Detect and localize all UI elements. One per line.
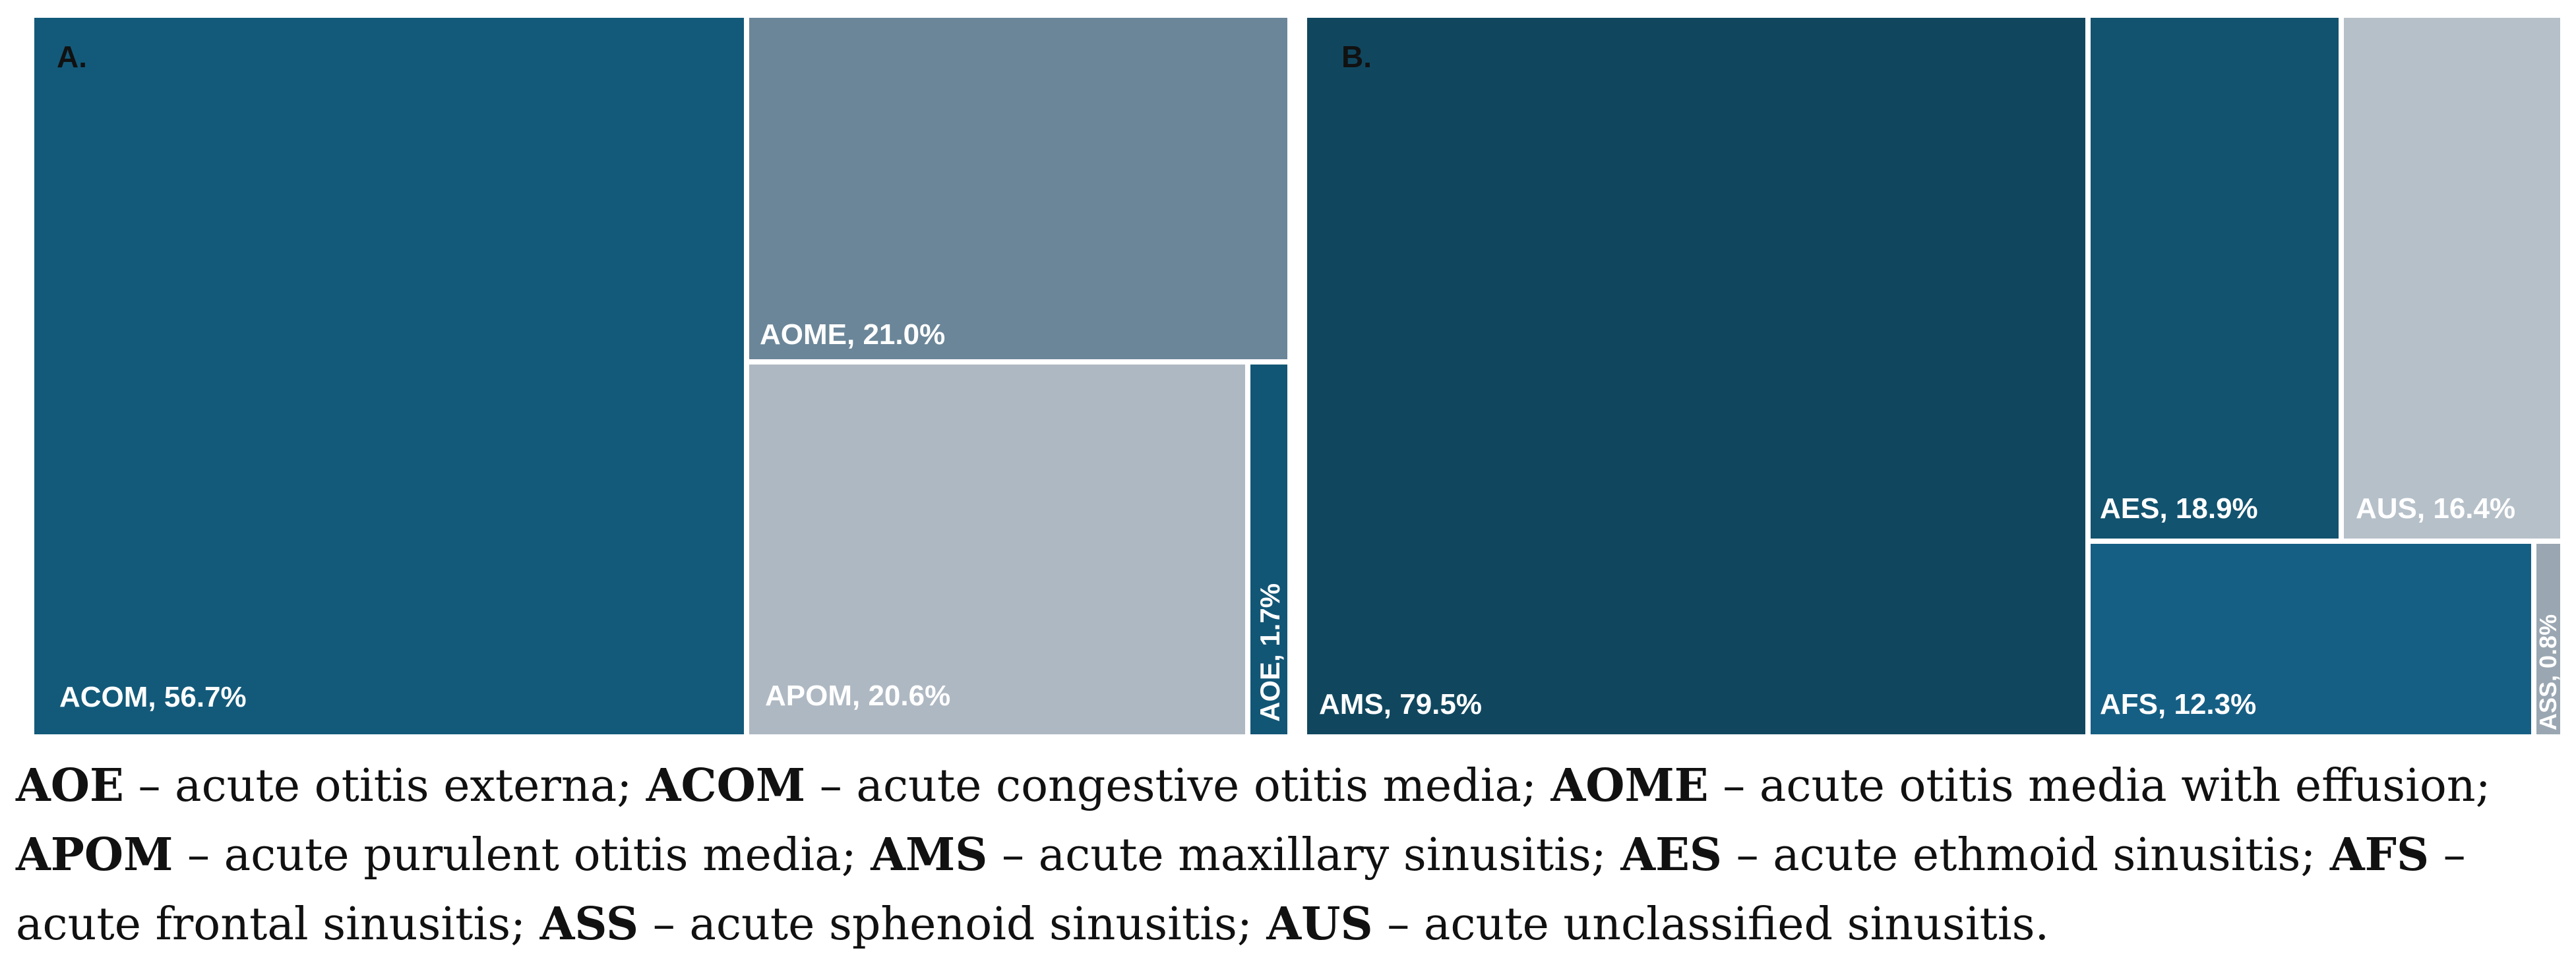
- caption-abbr: AES: [1620, 829, 1723, 881]
- treemap-cell-aus: [2344, 18, 2560, 539]
- cell-label-aome: AOME, 21.0%: [760, 318, 945, 351]
- cell-label-acom: ACOM, 56.7%: [59, 681, 247, 713]
- caption-definition: – acute purulent otitis media;: [173, 829, 871, 881]
- panel-label-b: B.: [1341, 40, 1372, 74]
- caption-definition: – acute frontal sinusitis;: [16, 829, 2466, 951]
- caption-abbr: AMS: [871, 829, 988, 881]
- treemap-panel-a: ACOM, 56.7% AOME, 21.0% APOM, 20.6% AOE, 1.…: [34, 18, 1287, 734]
- caption-definition: – acute otitis externa;: [123, 760, 646, 812]
- treemap-cell-aes: [2091, 18, 2339, 539]
- caption-abbr: AOME: [1550, 759, 1709, 812]
- cell-label-ass: ASS, 0.8%: [2534, 614, 2561, 730]
- treemap-cell-acom: [34, 18, 744, 734]
- figure-caption: AOE – acute otitis externa; ACOM – acute…: [16, 751, 2561, 959]
- caption-definition: – acute otitis media with effusion;: [1708, 760, 2491, 812]
- caption-definition: – acute ethmoid sinusitis;: [1722, 829, 2330, 881]
- treemap-cell-aoe: [1250, 365, 1287, 734]
- treemap-cell-aome: [749, 18, 1287, 359]
- caption-abbr: APOM: [16, 829, 173, 881]
- caption-abbr: AOE: [16, 759, 124, 812]
- treemap-panel-b: AMS, 79.5% AES, 18.9% AUS, 16.4% AFS, 12.3%…: [1307, 18, 2561, 734]
- caption-definition: – acute sphenoid sinusitis;: [638, 898, 1267, 951]
- treemap-svg: ACOM, 56.7% AOME, 21.0% APOM, 20.6% AOE, 1.…: [34, 18, 2561, 734]
- treemap-figure: ACOM, 56.7% AOME, 21.0% APOM, 20.6% AOE, 1.…: [34, 18, 2561, 734]
- cell-label-aoe: AOE, 1.7%: [1254, 583, 1285, 722]
- caption-abbr: AUS: [1266, 898, 1373, 951]
- caption-definition: – acute congestive otitis media;: [805, 760, 1551, 812]
- cell-label-ams: AMS, 79.5%: [1319, 688, 1482, 720]
- cell-label-aus: AUS, 16.4%: [2356, 492, 2515, 525]
- cell-label-aes: AES, 18.9%: [2100, 492, 2258, 525]
- treemap-cell-ams: [1307, 18, 2085, 734]
- cell-label-apom: APOM, 20.6%: [765, 680, 950, 712]
- treemap-cell-afs: [2091, 544, 2531, 734]
- caption-abbr: AFS: [2329, 829, 2430, 881]
- cell-label-afs: AFS, 12.3%: [2100, 688, 2256, 720]
- caption-abbr: ASS: [539, 898, 639, 951]
- treemap-cell-ass: [2536, 544, 2560, 734]
- caption-definition: – acute unclassified sinusitis.: [1372, 898, 2050, 951]
- caption-definition: – acute maxillary sinusitis;: [987, 829, 1621, 881]
- treemap-cell-apom: [749, 365, 1245, 734]
- panel-label-a: A.: [57, 40, 87, 74]
- caption-abbr: ACOM: [646, 759, 806, 812]
